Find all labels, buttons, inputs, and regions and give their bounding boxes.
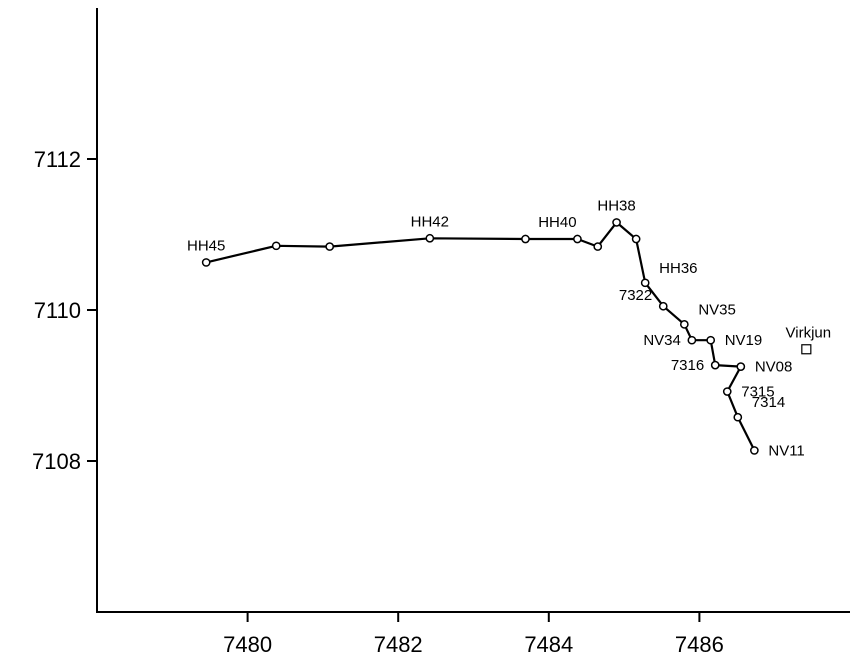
point-label: HH40 bbox=[538, 214, 576, 231]
data-point bbox=[521, 234, 530, 244]
point-label: NV34 bbox=[643, 332, 681, 349]
y-tick-label: 7110 bbox=[34, 298, 81, 323]
point-label: 7315 bbox=[741, 384, 774, 401]
data-point bbox=[687, 335, 697, 345]
data-point bbox=[710, 360, 720, 370]
data-point bbox=[271, 241, 281, 251]
data-point bbox=[736, 362, 746, 371]
data-point bbox=[201, 258, 211, 267]
point-label: NV08 bbox=[755, 359, 793, 376]
marker-label: Virkjun bbox=[786, 324, 832, 341]
data-point bbox=[679, 319, 689, 329]
data-point bbox=[706, 335, 716, 345]
point-label: NV19 bbox=[725, 332, 763, 349]
extra-markers: Virkjun bbox=[786, 324, 832, 355]
data-point bbox=[640, 278, 650, 288]
point-label: 7322 bbox=[619, 287, 652, 304]
point-labels: HH45 HH42 HH40 HH38 HH36 7322 NV35 NV34 NV19 7316… bbox=[187, 197, 805, 459]
data-series bbox=[201, 218, 759, 455]
x-tick-label: 7480 bbox=[223, 632, 272, 657]
x-tick-label: 7484 bbox=[524, 632, 573, 657]
data-point bbox=[325, 242, 335, 251]
data-point bbox=[631, 234, 641, 244]
point-label: NV35 bbox=[698, 301, 736, 318]
data-point bbox=[593, 242, 603, 251]
data-point bbox=[573, 234, 582, 244]
point-label: NV11 bbox=[768, 442, 804, 459]
data-point bbox=[612, 218, 621, 227]
point-label: HH42 bbox=[411, 213, 449, 230]
data-point bbox=[425, 233, 435, 243]
point-label: 7316 bbox=[671, 357, 704, 374]
plot-axes bbox=[96, 8, 850, 613]
y-tick-label: 7108 bbox=[32, 449, 81, 474]
point-label: HH36 bbox=[659, 260, 697, 277]
x-tick-label: 7482 bbox=[374, 632, 423, 657]
point-label: HH45 bbox=[187, 237, 225, 254]
y-tick-label: 7112 bbox=[34, 147, 81, 172]
square-marker bbox=[801, 344, 812, 355]
point-label: 7314 bbox=[752, 394, 785, 411]
data-point bbox=[658, 301, 668, 311]
x-tick-label: 7486 bbox=[675, 632, 724, 657]
data-point bbox=[722, 387, 732, 396]
axis-ticks: 7480 7482 7484 7486 7108 7110 7112 bbox=[32, 147, 724, 657]
data-point bbox=[750, 446, 759, 455]
point-label: HH38 bbox=[597, 197, 635, 214]
data-point bbox=[733, 412, 743, 422]
